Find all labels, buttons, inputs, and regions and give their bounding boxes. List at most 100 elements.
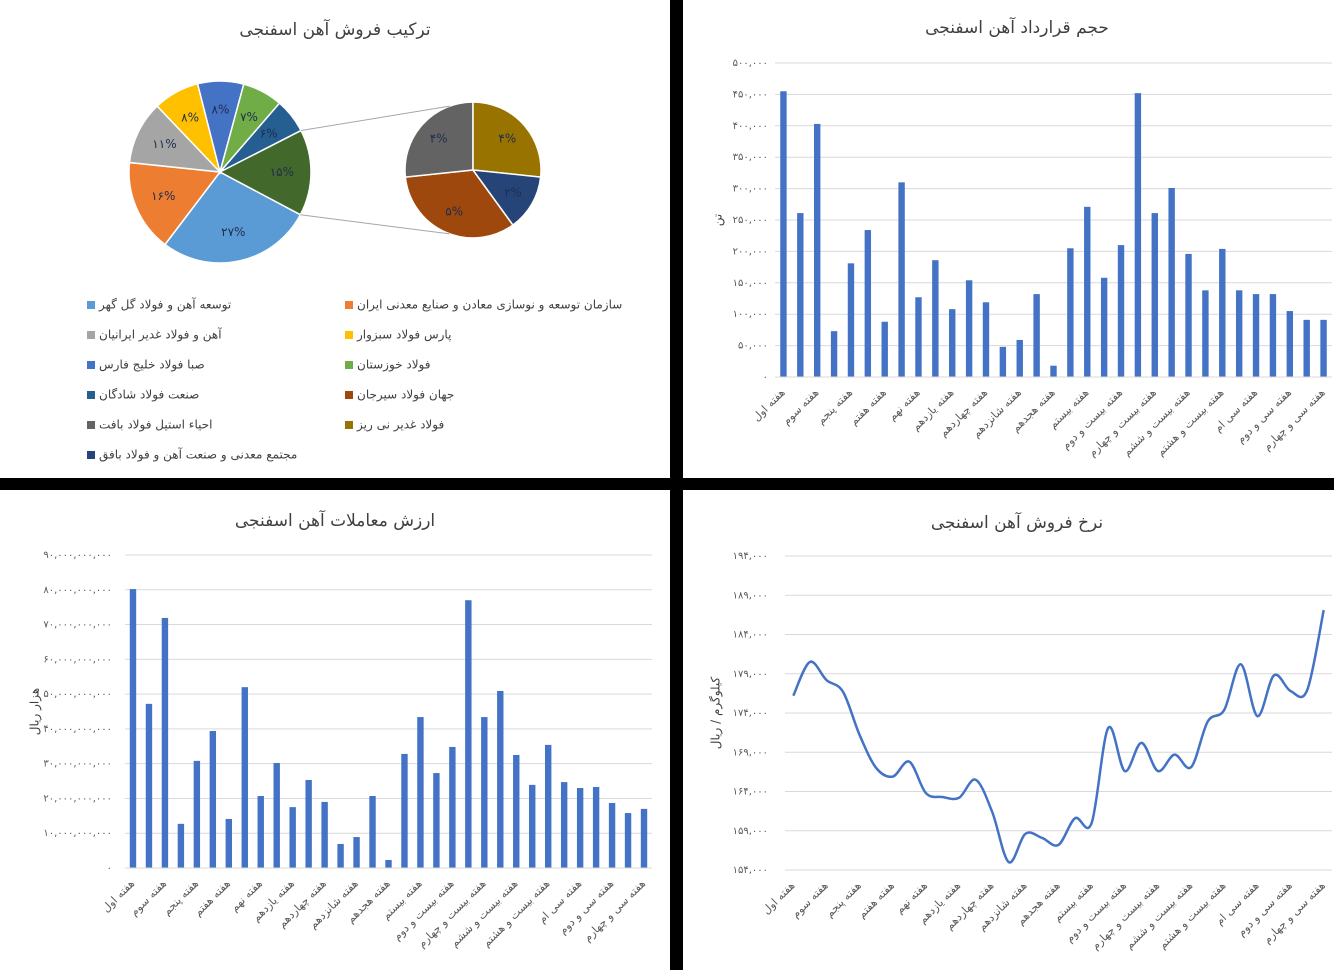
bar bbox=[417, 717, 424, 868]
legend-label: سازمان توسعه و نوسازی معادن و صنایع معدن… bbox=[357, 298, 622, 313]
bar bbox=[1185, 253, 1192, 377]
bar bbox=[369, 796, 376, 868]
bar bbox=[241, 687, 248, 868]
bar bbox=[1202, 290, 1209, 377]
bar bbox=[1050, 365, 1057, 377]
bar bbox=[797, 213, 804, 377]
bar bbox=[915, 297, 922, 377]
slice-label: ۲% bbox=[504, 186, 522, 200]
chart-title: نرخ فروش آهن اسفنجی bbox=[931, 511, 1103, 533]
bar bbox=[1117, 245, 1125, 377]
y-tick-label: ۱۵۹,۰۰۰ bbox=[733, 826, 768, 837]
slice-label: ۱۱% bbox=[152, 137, 176, 151]
y-tick-label: ۱۷۴,۰۰۰ bbox=[733, 708, 768, 719]
bar bbox=[145, 703, 153, 868]
y-tick-label: ۱۶۹,۰۰۰ bbox=[733, 747, 768, 758]
bar bbox=[1269, 294, 1277, 377]
y-tick-label: ۱۷۹,۰۰۰ bbox=[733, 669, 768, 680]
y-tick-label: ۶۰,۰۰۰,۰۰۰,۰۰۰ bbox=[43, 654, 112, 665]
legend-swatch bbox=[87, 391, 95, 399]
y-tick-label: ۳۵۰,۰۰۰ bbox=[733, 152, 768, 163]
bar bbox=[433, 773, 440, 868]
pie-slice bbox=[471, 169, 542, 227]
slice-label: ۸% bbox=[212, 103, 230, 117]
panel bbox=[683, 490, 1334, 970]
slice-label: ۶% bbox=[260, 126, 278, 140]
bar bbox=[321, 801, 328, 868]
bar bbox=[129, 589, 137, 868]
legend-label: مجتمع معدنی و صنعت آهن و فولاد بافق bbox=[99, 447, 297, 463]
bar bbox=[932, 260, 939, 377]
legend-swatch bbox=[87, 361, 95, 369]
legend-swatch bbox=[345, 301, 353, 309]
chart-title: ترکیب فروش آهن اسفنجی bbox=[239, 18, 430, 40]
bar bbox=[544, 744, 552, 868]
bar bbox=[305, 780, 312, 868]
bar bbox=[560, 782, 568, 868]
bar bbox=[1252, 294, 1260, 377]
legend-label: پارس فولاد سبزوار bbox=[356, 328, 451, 343]
y-tick-label: ۱۸۴,۰۰۰ bbox=[733, 630, 768, 641]
pie-slice bbox=[128, 161, 222, 246]
legend-label: صنعت فولاد شادگان bbox=[99, 388, 199, 403]
slice-label: ۷% bbox=[240, 110, 258, 124]
bar bbox=[576, 788, 584, 868]
y-axis-title: تن bbox=[711, 214, 726, 226]
connector bbox=[300, 105, 450, 132]
y-tick-label: ۴۰۰,۰۰۰ bbox=[733, 121, 768, 132]
legend-swatch bbox=[345, 391, 353, 399]
slice-label: ۴% bbox=[430, 132, 448, 146]
bar bbox=[257, 796, 264, 868]
y-tick-label: ۲۰۰,۰۰۰ bbox=[733, 246, 768, 257]
slice-label: ۴% bbox=[498, 132, 516, 146]
bar bbox=[847, 263, 855, 377]
chart-title: ارزش معاملات آهن اسفنجی bbox=[235, 509, 435, 531]
bar bbox=[1320, 319, 1327, 377]
bar bbox=[982, 302, 990, 377]
bar bbox=[1084, 206, 1091, 377]
legend-swatch bbox=[345, 361, 353, 369]
bar bbox=[830, 331, 838, 377]
bar bbox=[497, 690, 504, 868]
bar bbox=[999, 346, 1007, 377]
y-tick-label: ۱۵۴,۰۰۰ bbox=[733, 865, 768, 876]
pie-slice bbox=[128, 105, 222, 173]
bar bbox=[949, 309, 956, 377]
pie-slice bbox=[163, 171, 302, 264]
bar bbox=[177, 823, 185, 868]
slice-label: ۱۵% bbox=[270, 165, 294, 179]
bar bbox=[1134, 93, 1142, 378]
panel bbox=[683, 0, 1334, 478]
bar bbox=[529, 784, 536, 868]
y-axis-title: هزار ریال bbox=[28, 688, 43, 735]
chart-title: حجم قرارداد آهن اسفنجی bbox=[925, 16, 1109, 38]
pie-slice bbox=[404, 169, 515, 239]
legend-label: آهن و فولاد غدیر ایرانیان bbox=[99, 327, 222, 343]
legend-label: فولاد غدیر نی ریز bbox=[356, 418, 444, 433]
y-axis-title: کیلوگرم / ریال bbox=[709, 676, 724, 749]
bar bbox=[592, 786, 600, 868]
bar bbox=[161, 617, 169, 868]
bar bbox=[624, 813, 632, 868]
y-tick-label: ۲۰,۰۰۰,۰۰۰,۰۰۰ bbox=[43, 793, 112, 804]
legend-label: احیاء استیل فولاد بافت bbox=[99, 418, 212, 433]
slice-label: ۱۶% bbox=[151, 189, 175, 203]
panel bbox=[0, 490, 670, 970]
y-tick-label: ۱۹۴,۰۰۰ bbox=[733, 551, 768, 562]
y-tick-label: ۰ bbox=[107, 863, 112, 874]
y-tick-label: ۱۶۴,۰۰۰ bbox=[733, 787, 768, 798]
y-tick-label: ۵۰,۰۰۰ bbox=[738, 341, 768, 352]
y-tick-label: ۱۵۰,۰۰۰ bbox=[733, 278, 768, 289]
bar bbox=[1219, 248, 1226, 377]
y-tick-label: ۳۰,۰۰۰,۰۰۰,۰۰۰ bbox=[43, 759, 112, 770]
pie-slice bbox=[404, 101, 474, 178]
bar bbox=[640, 808, 648, 868]
bar bbox=[385, 860, 392, 868]
y-tick-label: ۳۰۰,۰۰۰ bbox=[733, 184, 768, 195]
y-tick-label: ۴۰,۰۰۰,۰۰۰,۰۰۰ bbox=[43, 724, 112, 735]
bar bbox=[1303, 319, 1310, 377]
line bbox=[792, 609, 1325, 864]
y-tick-label: ۱۰,۰۰۰,۰۰۰,۰۰۰ bbox=[43, 828, 112, 839]
bar bbox=[1067, 248, 1074, 377]
